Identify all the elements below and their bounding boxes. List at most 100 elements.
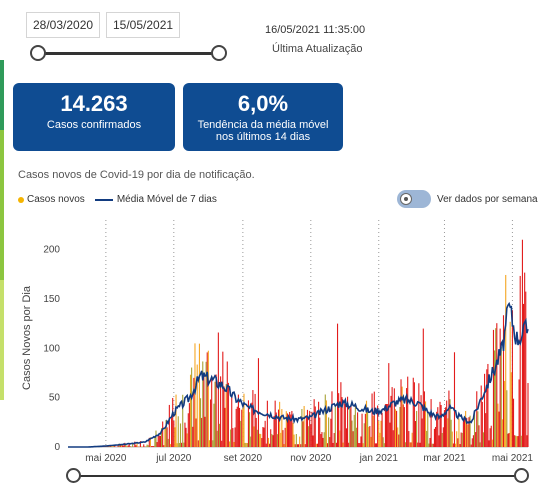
cases-bar [203, 373, 205, 447]
cases-bar [502, 315, 505, 447]
cases-bar [329, 437, 331, 447]
cases-bar [492, 329, 495, 447]
cases-bar [197, 440, 199, 447]
cases-bar [207, 350, 209, 447]
cases-bar [289, 412, 291, 447]
cases-bar [443, 410, 446, 447]
cases-bar [433, 428, 435, 447]
cases-bar [223, 386, 225, 447]
cases-bar [263, 427, 265, 447]
cases-bar [489, 428, 491, 447]
cases-bar [371, 393, 373, 447]
cases-bar [301, 409, 303, 447]
cases-bar [232, 428, 234, 447]
cases-bar [177, 416, 179, 447]
cases-bar [479, 442, 481, 447]
cases-bar [302, 421, 304, 447]
start-date-input[interactable]: 28/03/2020 [26, 12, 101, 38]
cases-bar [123, 445, 125, 447]
cases-bar [437, 407, 439, 447]
cases-bar [325, 400, 327, 447]
cases-bar [457, 438, 459, 447]
cases-bar [347, 396, 349, 447]
cases-bar [145, 446, 147, 447]
cases-bar [210, 399, 212, 447]
cases-bar [335, 442, 337, 447]
cases-bar [504, 380, 506, 447]
cases-bar [500, 347, 502, 447]
cases-bar [215, 374, 217, 447]
cases-bar [221, 440, 223, 447]
cases-bar [494, 350, 496, 447]
timeline-scroll-track[interactable] [74, 475, 520, 477]
cases-bar [211, 376, 213, 447]
cases-bar [516, 436, 518, 447]
cases-bar [338, 393, 340, 447]
cases-bar [298, 444, 300, 447]
cases-bar [390, 395, 392, 447]
cases-bar [270, 429, 272, 447]
confirmed-cases-card: 14.263 Casos confirmados [13, 83, 175, 151]
cases-bar [461, 432, 463, 447]
cases-bar [168, 404, 170, 447]
cases-bar [495, 328, 497, 447]
weekly-data-toggle[interactable] [397, 190, 431, 208]
cases-bar [182, 394, 184, 447]
cases-bar [511, 310, 513, 447]
cases-bar [295, 434, 297, 447]
cases-bar [361, 413, 363, 447]
cases-bar [156, 442, 158, 447]
cases-bar [148, 437, 150, 447]
cases-bar [430, 399, 432, 447]
cases-bar [167, 438, 169, 447]
cases-bar [275, 412, 277, 447]
date-slider-start-handle[interactable] [30, 45, 46, 61]
cases-bar [458, 418, 460, 447]
cases-bar [300, 444, 302, 447]
y-tick-label: 100 [43, 343, 60, 354]
cases-bar [505, 274, 507, 447]
cases-bar [387, 404, 389, 447]
cases-bar [517, 436, 519, 447]
toggle-knob[interactable] [400, 193, 412, 205]
cases-bar [235, 408, 237, 447]
cases-bar [354, 403, 356, 447]
cases-bar [310, 424, 312, 447]
cases-bar [212, 440, 214, 447]
cases-bar [468, 417, 470, 447]
cases-bar [163, 445, 165, 447]
cases-bar [236, 406, 238, 447]
cases-bar [242, 408, 244, 447]
cases-bar [319, 417, 321, 447]
cases-bar [292, 422, 294, 447]
cases-bar [358, 443, 360, 447]
cases-bar [404, 442, 407, 447]
cases-bar [426, 430, 428, 447]
cases-bar [312, 435, 314, 447]
cases-bar [272, 435, 274, 447]
cases-bar [368, 426, 370, 447]
cases-bar [179, 423, 182, 447]
cases-bar [348, 442, 350, 447]
cases-bar [409, 442, 411, 447]
cases-bar [280, 432, 282, 447]
cases-bar [161, 428, 163, 447]
date-slider-end-handle[interactable] [211, 45, 227, 61]
cases-bar [291, 410, 293, 447]
timeline-start-handle[interactable] [66, 468, 81, 483]
cases-bar [460, 432, 462, 447]
cases-bar [480, 385, 482, 447]
date-range-slider[interactable] [38, 52, 220, 55]
cases-bar [384, 404, 386, 447]
cases-bar [119, 444, 121, 447]
cases-bar [428, 443, 430, 447]
cases-bar [198, 343, 200, 447]
end-date-input[interactable]: 15/05/2021 [106, 12, 181, 38]
legend-line-swatch [94, 198, 113, 201]
cases-bar [296, 444, 298, 447]
cases-bar [488, 440, 490, 447]
timeline-end-handle[interactable] [514, 468, 529, 483]
cases-bar [149, 437, 151, 447]
cases-bar [199, 398, 202, 447]
cases-bar [233, 441, 235, 447]
